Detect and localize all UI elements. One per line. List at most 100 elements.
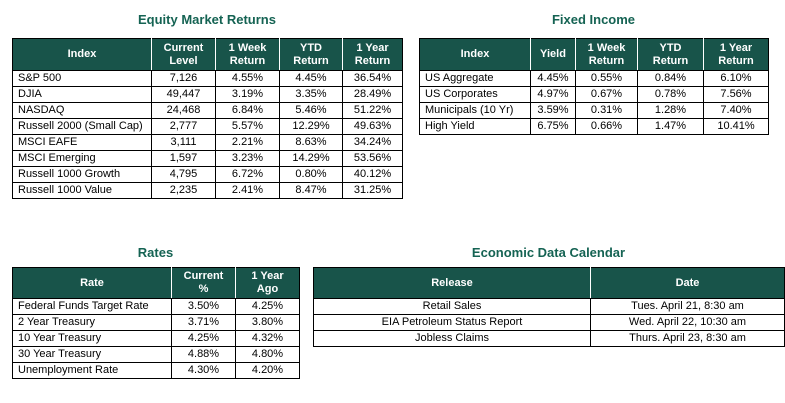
table-cell: 24,468 <box>151 102 216 119</box>
table-row: S&P 500 7,126 4.55% 4.45% 36.54% <box>12 70 403 87</box>
table-cell: 4.55% <box>215 70 280 87</box>
release-name: Retail Sales <box>313 298 591 315</box>
table-cell: 3.23% <box>215 150 280 167</box>
row-label: Russell 1000 Growth <box>12 166 152 183</box>
table-cell: 3.59% <box>530 102 576 119</box>
table-cell: 3.80% <box>235 314 300 331</box>
column-header: 1 Year Return <box>342 38 403 71</box>
table-cell: 53.56% <box>342 150 403 167</box>
column-header: Index <box>419 38 531 71</box>
row-label: DJIA <box>12 86 152 103</box>
table-cell: 4,795 <box>151 166 216 183</box>
table-cell: 31.25% <box>342 182 403 199</box>
table-header-row: Rate Current % 1 Year Ago <box>12 267 300 299</box>
release-date: Tues. April 21, 8:30 am <box>590 298 785 315</box>
table-cell: 4.97% <box>530 86 576 103</box>
table-header-row: Release Date <box>313 267 785 299</box>
table-cell: 51.22% <box>342 102 403 119</box>
table-header-row: Index Yield 1 Week Return YTD Return 1 Y… <box>419 38 769 71</box>
table-cell: 5.57% <box>215 118 280 135</box>
table-cell: 3.35% <box>279 86 343 103</box>
table-cell: 7,126 <box>151 70 216 87</box>
table-cell: 6.84% <box>215 102 280 119</box>
table-cell: 4.45% <box>530 70 576 87</box>
column-header: YTD Return <box>279 38 343 71</box>
column-header: Yield <box>530 38 576 71</box>
equity-table-title: Equity Market Returns <box>138 12 276 27</box>
table-cell: 0.66% <box>575 118 638 135</box>
table-row: 30 Year Treasury 4.88% 4.80% <box>12 346 300 363</box>
table-row: MSCI Emerging 1,597 3.23% 14.29% 53.56% <box>12 150 403 167</box>
table-row: Russell 2000 (Small Cap) 2,777 5.57% 12.29%… <box>12 118 403 135</box>
table-cell: 0.67% <box>575 86 638 103</box>
release-date: Wed. April 22, 10:30 am <box>590 314 785 331</box>
table-cell: 36.54% <box>342 70 403 87</box>
table-row: Russell 1000 Value 2,235 2.41% 8.47% 31.25% <box>12 182 403 199</box>
table-cell: 6.10% <box>703 70 769 87</box>
table-cell: 4.88% <box>171 346 236 363</box>
column-header: 1 Week Return <box>575 38 638 71</box>
equity-market-returns-section: Equity Market Returns Index Current Leve… <box>12 12 403 199</box>
row-label: 30 Year Treasury <box>12 346 172 363</box>
table-cell: 4.20% <box>235 362 300 379</box>
row-label: S&P 500 <box>12 70 152 87</box>
table-cell: 8.63% <box>279 134 343 151</box>
table-cell: 12.29% <box>279 118 343 135</box>
rates-table-title: Rates <box>137 245 174 260</box>
table-cell: 0.78% <box>637 86 704 103</box>
column-header: 1 Week Return <box>215 38 280 71</box>
row-label: Russell 2000 (Small Cap) <box>12 118 152 135</box>
rates-table: Rate Current % 1 Year Ago Federal Funds … <box>12 267 300 379</box>
table-cell: 6.75% <box>530 118 576 135</box>
column-header: Release <box>313 267 591 299</box>
table-cell: 4.80% <box>235 346 300 363</box>
table-cell: 7.40% <box>703 102 769 119</box>
table-cell: 8.47% <box>279 182 343 199</box>
row-label: US Corporates <box>419 86 531 103</box>
table-cell: 3,111 <box>151 134 216 151</box>
fixed-income-table-title: Fixed Income <box>551 12 636 27</box>
row-label: 10 Year Treasury <box>12 330 172 347</box>
table-cell: 6.72% <box>215 166 280 183</box>
table-cell: 4.25% <box>171 330 236 347</box>
row-label: MSCI EAFE <box>12 134 152 151</box>
row-label: US Aggregate <box>419 70 531 87</box>
row-label: High Yield <box>419 118 531 135</box>
table-row: 2 Year Treasury 3.71% 3.80% <box>12 314 300 331</box>
table-cell: 34.24% <box>342 134 403 151</box>
column-header: Current % <box>171 267 236 299</box>
table-row: MSCI EAFE 3,111 2.21% 8.63% 34.24% <box>12 134 403 151</box>
fixed-income-table: Index Yield 1 Week Return YTD Return 1 Y… <box>419 38 769 135</box>
column-header: Current Level <box>151 38 216 71</box>
table-cell: 4.25% <box>235 298 300 315</box>
table-cell: 0.84% <box>637 70 704 87</box>
table-row: NASDAQ 24,468 6.84% 5.46% 51.22% <box>12 102 403 119</box>
column-header: YTD Return <box>637 38 704 71</box>
row-label: NASDAQ <box>12 102 152 119</box>
row-label: Federal Funds Target Rate <box>12 298 172 315</box>
table-cell: 40.12% <box>342 166 403 183</box>
release-name: EIA Petroleum Status Report <box>313 314 591 331</box>
column-header: Date <box>590 267 785 299</box>
economic-calendar-table: Release Date Retail Sales Tues. April 21,… <box>313 267 785 347</box>
table-header-row: Index Current Level 1 Week Return YTD Re… <box>12 38 403 71</box>
table-row: Municipals (10 Yr) 3.59% 0.31% 1.28% 7.40% <box>419 102 769 119</box>
column-header: Index <box>12 38 152 71</box>
table-cell: 3.71% <box>171 314 236 331</box>
table-row: Retail Sales Tues. April 21, 8:30 am <box>313 298 785 315</box>
table-cell: 5.46% <box>279 102 343 119</box>
table-cell: 7.56% <box>703 86 769 103</box>
table-cell: 4.30% <box>171 362 236 379</box>
table-row: 10 Year Treasury 4.25% 4.32% <box>12 330 300 347</box>
table-row: US Aggregate 4.45% 0.55% 0.84% 6.10% <box>419 70 769 87</box>
table-cell: 3.19% <box>215 86 280 103</box>
table-cell: 49.63% <box>342 118 403 135</box>
table-row: Unemployment Rate 4.30% 4.20% <box>12 362 300 379</box>
table-cell: 2.41% <box>215 182 280 199</box>
table-cell: 2.21% <box>215 134 280 151</box>
table-cell: 49,447 <box>151 86 216 103</box>
table-cell: 0.31% <box>575 102 638 119</box>
table-cell: 0.55% <box>575 70 638 87</box>
row-label: Russell 1000 Value <box>12 182 152 199</box>
